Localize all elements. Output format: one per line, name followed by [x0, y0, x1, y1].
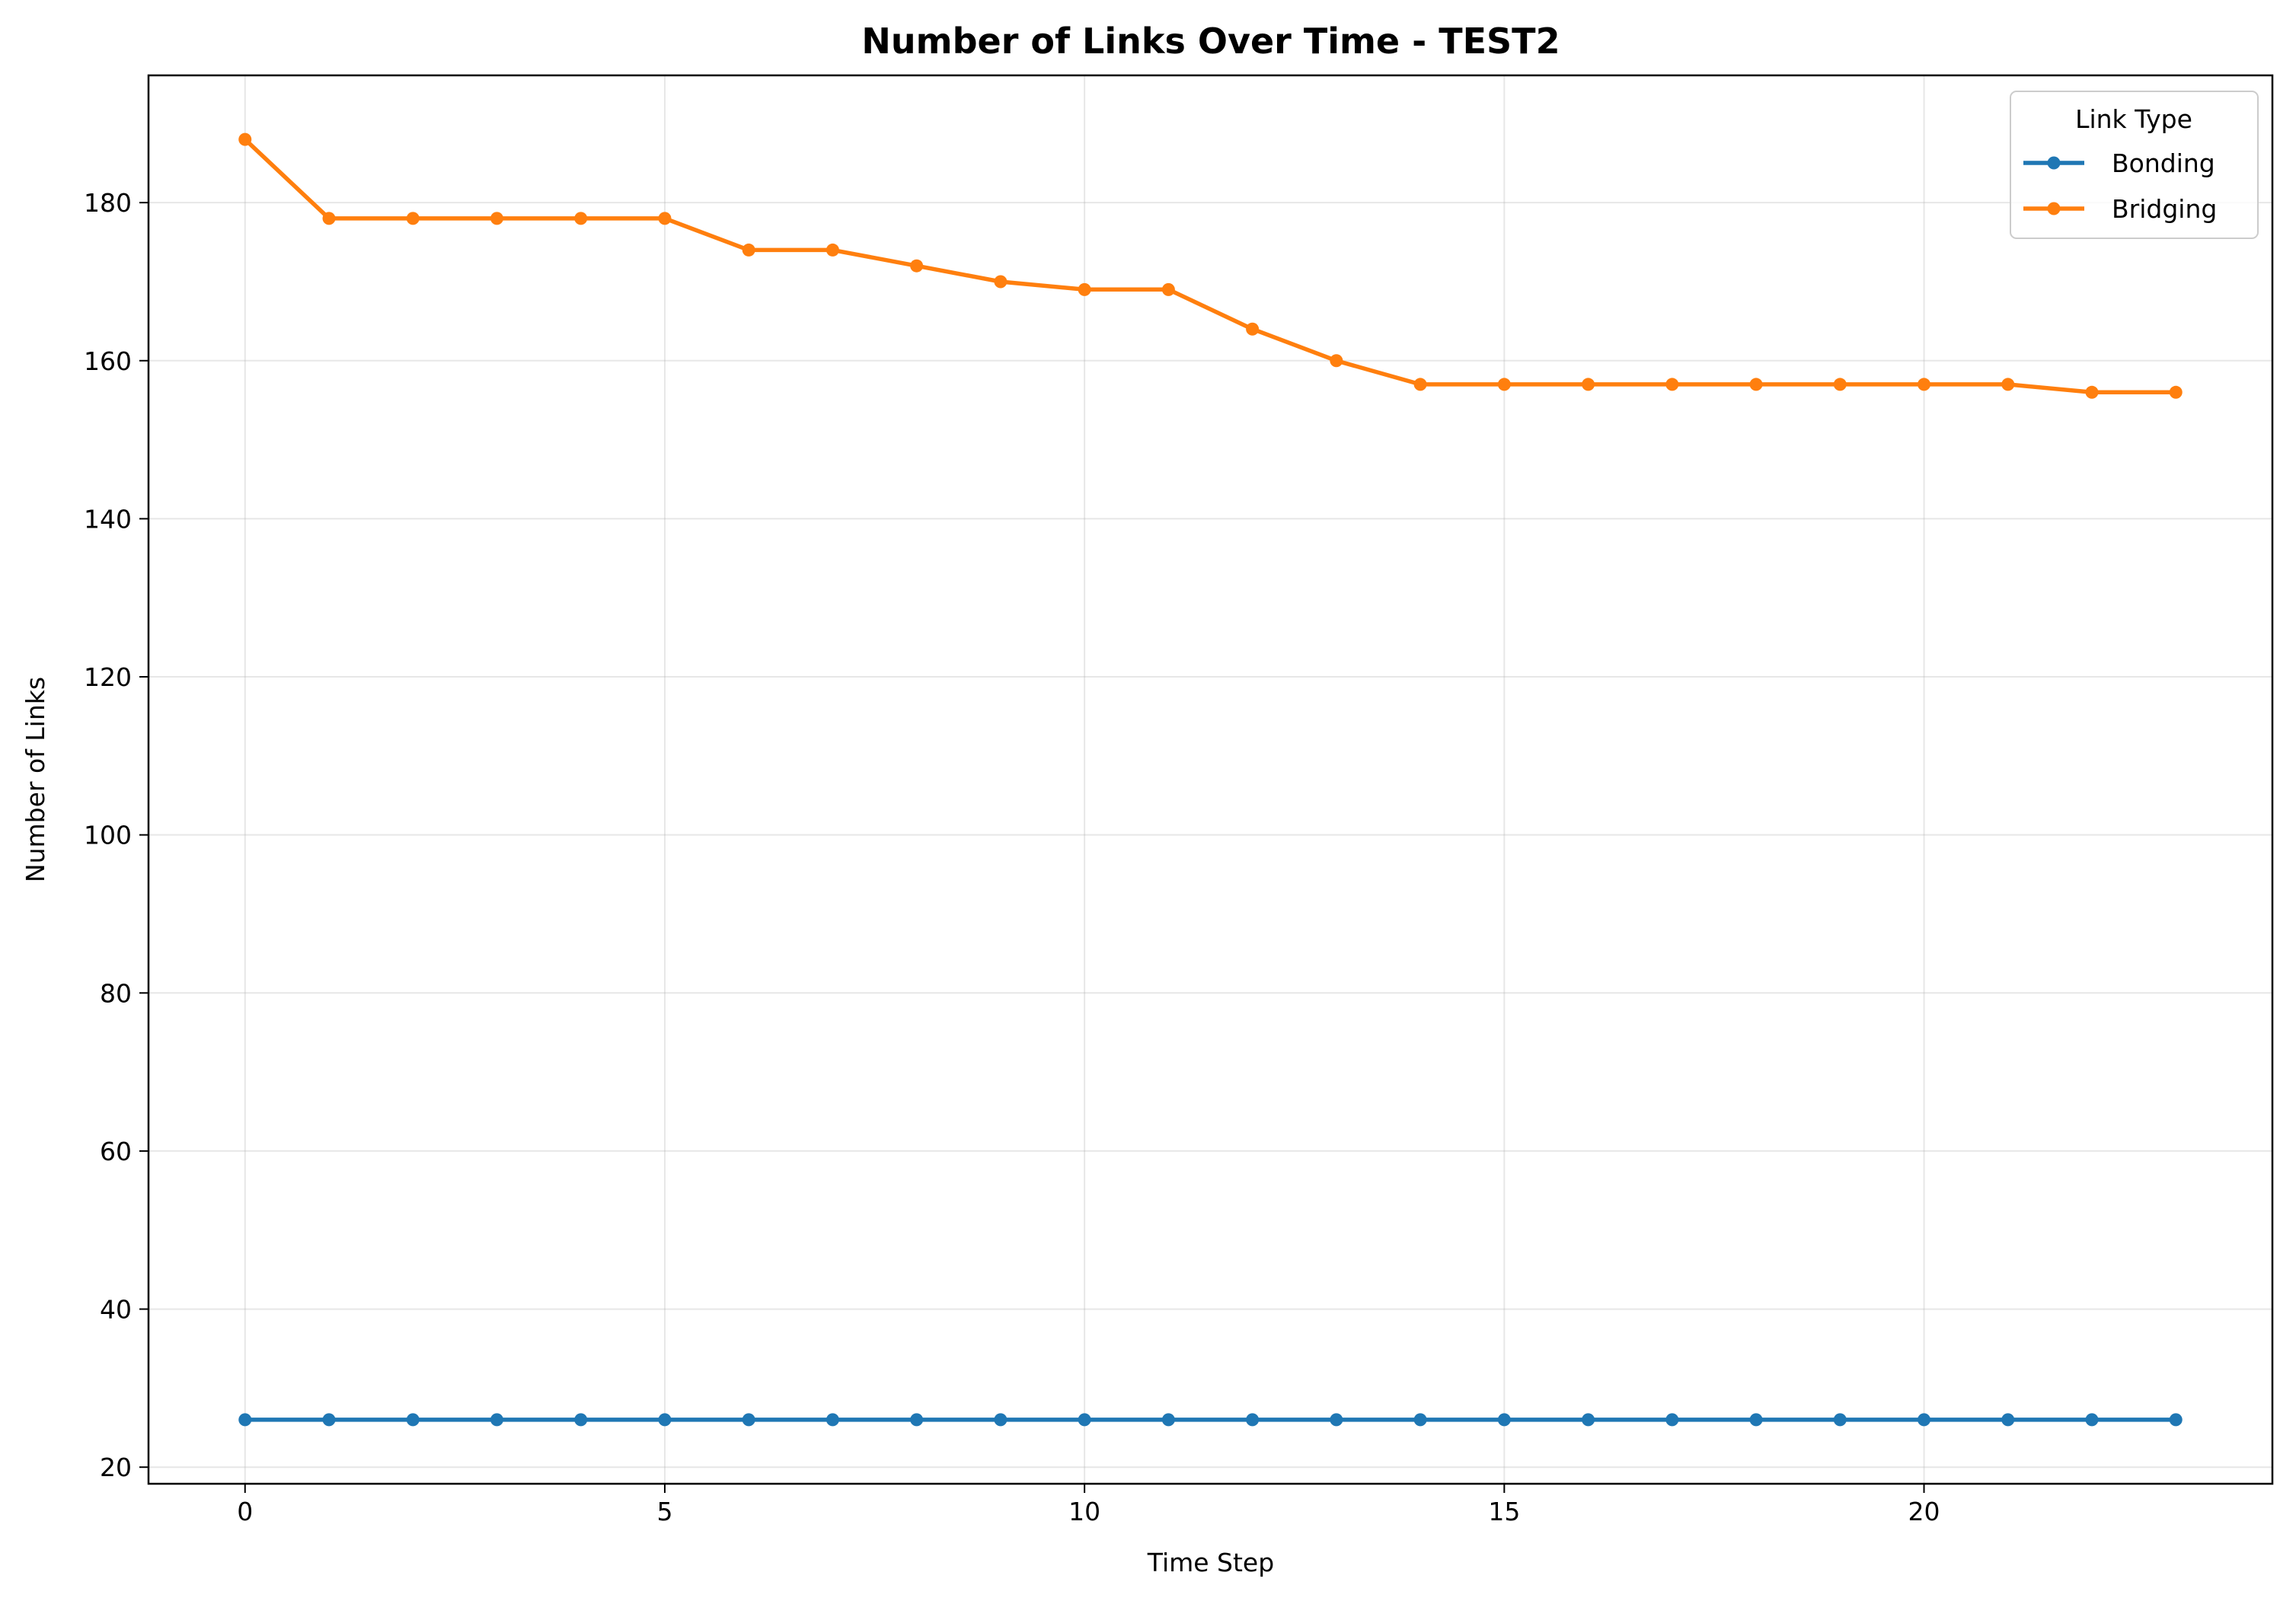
data-point [1078, 282, 1091, 296]
series-layer [238, 132, 2183, 1427]
data-point [1246, 322, 1260, 336]
grid [148, 75, 2272, 1484]
data-point [2085, 1413, 2099, 1427]
series-bridging [238, 132, 2183, 399]
data-point [490, 212, 503, 225]
data-point [1413, 1413, 1427, 1427]
data-point [1833, 1413, 1847, 1427]
x-axis-label: Time Step [1147, 1548, 1274, 1577]
data-point [322, 212, 336, 225]
y-tick-label: 20 [100, 1453, 132, 1482]
data-point [825, 243, 839, 257]
data-point [1497, 378, 1511, 391]
data-point [1749, 1413, 1763, 1427]
y-tick-label: 80 [100, 978, 132, 1008]
data-point [1161, 1413, 1175, 1427]
data-point [994, 275, 1007, 289]
legend-swatch-marker [2047, 202, 2061, 215]
legend-label: Bonding [2112, 148, 2215, 178]
data-point [1918, 1413, 1931, 1427]
data-point [994, 1413, 1007, 1427]
data-point [406, 1413, 420, 1427]
chart-title: Number of Links Over Time - TEST2 [861, 21, 1560, 62]
data-point [1665, 378, 1679, 391]
y-tick-label: 160 [84, 346, 132, 376]
data-point [1413, 378, 1427, 391]
data-point [406, 212, 420, 225]
x-tick-label: 5 [656, 1497, 672, 1526]
data-point [1497, 1413, 1511, 1427]
y-tick-label: 40 [100, 1295, 132, 1325]
x-tick-label: 20 [1908, 1497, 1940, 1526]
data-point [2169, 385, 2183, 399]
data-point [742, 243, 755, 257]
series-bonding [238, 1413, 2183, 1427]
data-point [910, 1413, 924, 1427]
legend-title: Link Type [2075, 104, 2192, 134]
data-point [1330, 354, 1343, 368]
data-point [1665, 1413, 1679, 1427]
data-point [658, 212, 672, 225]
data-point [490, 1413, 503, 1427]
legend-box [2010, 91, 2259, 239]
data-point [1246, 1413, 1260, 1427]
data-point [1582, 1413, 1595, 1427]
y-tick-label: 60 [100, 1137, 132, 1166]
data-point [1078, 1413, 1091, 1427]
data-point [1161, 282, 1175, 296]
y-tick-label: 140 [84, 504, 132, 534]
y-tick-label: 100 [84, 821, 132, 850]
data-point [322, 1413, 336, 1427]
data-point [1330, 1413, 1343, 1427]
data-point [1749, 378, 1763, 391]
data-point [1833, 378, 1847, 391]
data-point [2169, 1413, 2183, 1427]
legend-label: Bridging [2112, 194, 2217, 224]
data-point [910, 259, 924, 273]
data-point [658, 1413, 672, 1427]
data-point [742, 1413, 755, 1427]
data-point [825, 1413, 839, 1427]
y-axis-label: Number of Links [21, 677, 50, 882]
x-tick-label: 15 [1488, 1497, 1520, 1526]
y-tick-label: 120 [84, 662, 132, 692]
axis-ticks: 0 5 10 15 20 20 40 60 80 100 120 140 160 180 [84, 188, 1940, 1526]
legend-swatch-marker [2047, 156, 2061, 170]
data-point [2085, 385, 2099, 399]
x-tick-label: 10 [1068, 1497, 1100, 1526]
data-point [1582, 378, 1595, 391]
x-tick-label: 0 [237, 1497, 253, 1526]
legend-entries: Bonding Bridging [2023, 148, 2217, 224]
data-point [574, 212, 588, 225]
plot-frame [147, 74, 2274, 1485]
data-point [238, 132, 252, 146]
data-point [574, 1413, 588, 1427]
data-point [1918, 378, 1931, 391]
series-line [243, 137, 2178, 395]
data-point [2001, 378, 2015, 391]
data-point [2001, 1413, 2015, 1427]
legend: Link Type Bonding Bridging [2010, 91, 2259, 239]
data-point [238, 1413, 252, 1427]
y-tick-label: 180 [84, 188, 132, 218]
